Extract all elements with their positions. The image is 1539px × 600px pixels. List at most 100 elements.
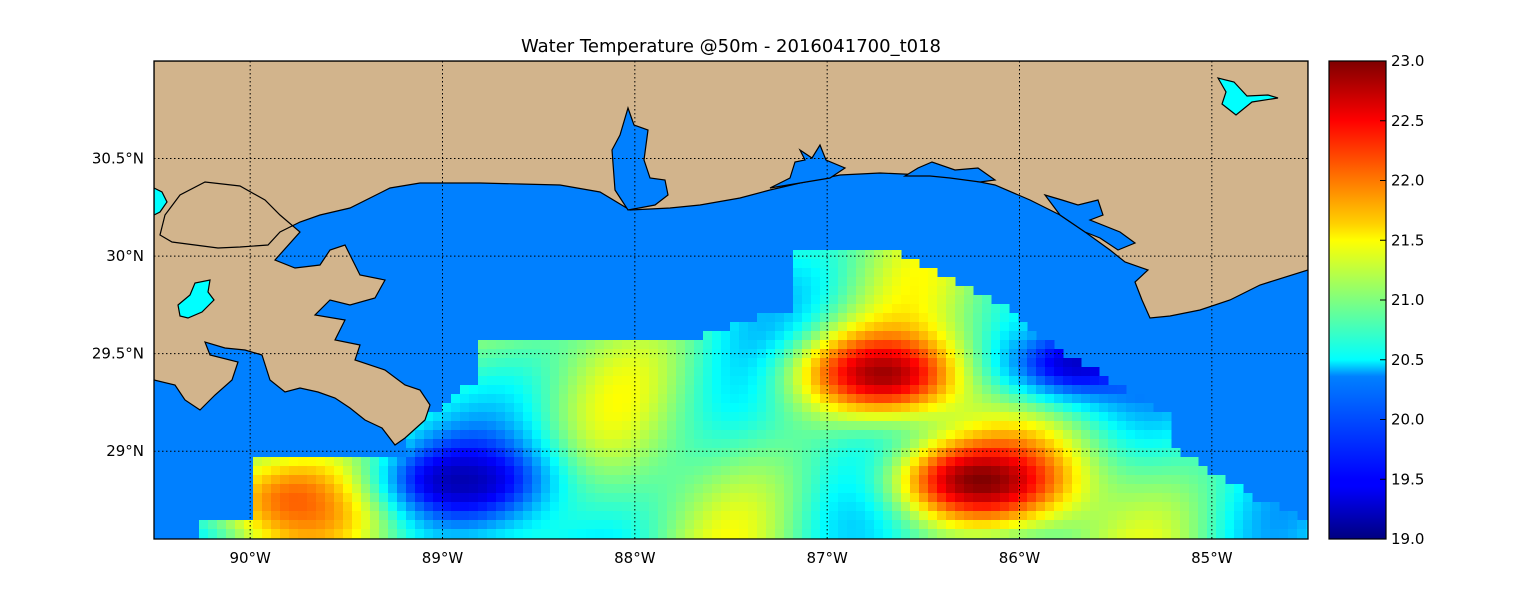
temperature-cell <box>658 511 668 521</box>
temperature-cell <box>1234 493 1244 503</box>
temperature-cell <box>847 349 857 359</box>
temperature-cell <box>883 385 893 395</box>
temperature-cell <box>856 250 866 260</box>
longitude-tick-label: 87°W <box>806 549 848 567</box>
temperature-cell <box>613 511 623 521</box>
temperature-cell <box>793 520 803 530</box>
temperature-cell <box>1117 430 1127 440</box>
temperature-cell <box>820 259 830 269</box>
temperature-cell <box>937 529 947 539</box>
temperature-cell <box>721 520 731 530</box>
temperature-cell <box>640 403 650 413</box>
temperature-cell <box>703 484 713 494</box>
temperature-cell <box>748 475 758 485</box>
temperature-cell <box>937 394 947 404</box>
temperature-cell <box>1153 457 1163 467</box>
temperature-cell <box>1198 502 1208 512</box>
temperature-cell <box>361 475 371 485</box>
temperature-cell <box>865 448 875 458</box>
temperature-cell <box>901 493 911 503</box>
temperature-cell <box>1099 385 1109 395</box>
temperature-cell <box>514 511 524 521</box>
temperature-cell <box>856 277 866 287</box>
temperature-cell <box>712 511 722 521</box>
temperature-cell <box>649 376 659 386</box>
temperature-cell <box>1000 493 1010 503</box>
temperature-cell <box>838 295 848 305</box>
temperature-cell <box>847 403 857 413</box>
temperature-cell <box>352 466 362 476</box>
temperature-cell <box>928 268 938 278</box>
temperature-cell <box>775 403 785 413</box>
temperature-cell <box>1153 520 1163 530</box>
temperature-cell <box>532 475 542 485</box>
temperature-cell <box>811 394 821 404</box>
temperature-cell <box>1045 340 1055 350</box>
temperature-cell <box>955 304 965 314</box>
temperature-cell <box>1171 529 1181 539</box>
temperature-cell <box>910 421 920 431</box>
temperature-cell <box>991 484 1001 494</box>
temperature-cell <box>397 529 407 539</box>
temperature-cell <box>541 520 551 530</box>
temperature-cell <box>1009 403 1019 413</box>
temperature-cell <box>1090 421 1100 431</box>
temperature-cell <box>1045 358 1055 368</box>
temperature-cell <box>694 403 704 413</box>
temperature-cell <box>892 358 902 368</box>
temperature-cell <box>919 520 929 530</box>
temperature-cell <box>253 529 263 539</box>
temperature-cell <box>379 511 389 521</box>
temperature-cell <box>316 529 326 539</box>
temperature-cell <box>343 511 353 521</box>
temperature-cell <box>856 520 866 530</box>
temperature-cell <box>712 340 722 350</box>
temperature-cell <box>604 412 614 422</box>
temperature-cell <box>1081 412 1091 422</box>
temperature-cell <box>496 466 506 476</box>
temperature-cell <box>577 529 587 539</box>
temperature-cell <box>847 430 857 440</box>
temperature-cell <box>1126 475 1136 485</box>
temperature-cell <box>838 484 848 494</box>
temperature-cell <box>721 511 731 521</box>
temperature-cell <box>919 457 929 467</box>
temperature-cell <box>577 340 587 350</box>
temperature-cell <box>640 349 650 359</box>
temperature-cell <box>1036 403 1046 413</box>
temperature-cell <box>901 529 911 539</box>
temperature-cell <box>415 466 425 476</box>
temperature-cell <box>748 520 758 530</box>
lake-polygon <box>177 279 215 319</box>
temperature-cell <box>658 529 668 539</box>
temperature-cell <box>757 511 767 521</box>
temperature-cell <box>937 277 947 287</box>
temperature-cell <box>811 466 821 476</box>
temperature-cell <box>757 376 767 386</box>
temperature-cell <box>964 358 974 368</box>
temperature-cell <box>946 322 956 332</box>
temperature-cell <box>919 385 929 395</box>
temperature-cell <box>856 511 866 521</box>
temperature-cell <box>1144 475 1154 485</box>
temperature-cell <box>811 349 821 359</box>
temperature-cell <box>757 475 767 485</box>
temperature-cell <box>928 475 938 485</box>
temperature-cell <box>1270 529 1280 539</box>
temperature-cell <box>586 475 596 485</box>
temperature-cell <box>550 511 560 521</box>
temperature-cell <box>658 520 668 530</box>
temperature-cell <box>1036 475 1046 485</box>
temperature-cell <box>460 493 470 503</box>
temperature-cell <box>424 520 434 530</box>
temperature-cell <box>658 412 668 422</box>
temperature-cell <box>334 502 344 512</box>
temperature-cell <box>856 439 866 449</box>
temperature-cell <box>505 511 515 521</box>
temperature-cell <box>1009 367 1019 377</box>
temperature-cell <box>460 421 470 431</box>
temperature-cell <box>1108 457 1118 467</box>
temperature-cell <box>712 367 722 377</box>
temperature-cell <box>1027 376 1037 386</box>
temperature-cell <box>820 340 830 350</box>
